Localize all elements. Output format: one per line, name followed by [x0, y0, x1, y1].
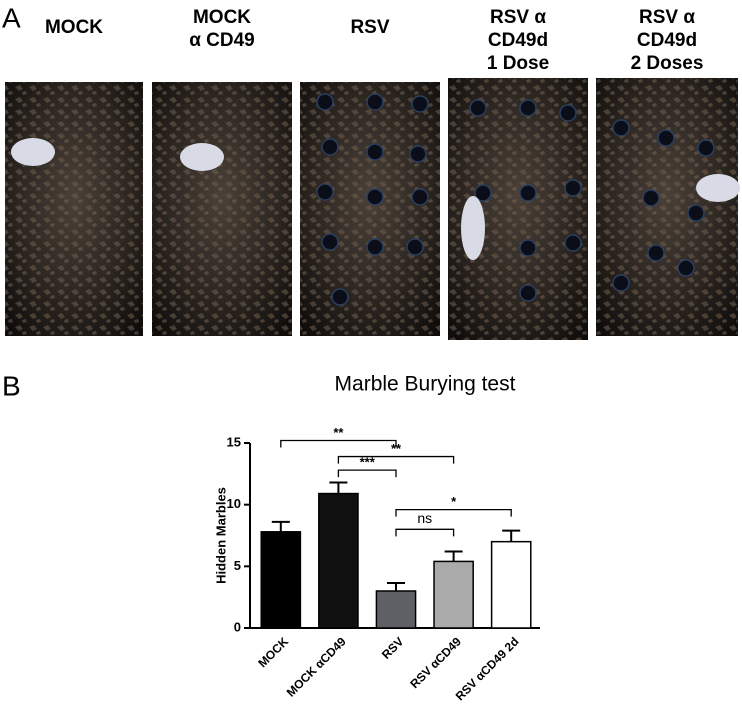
marble: [411, 95, 429, 113]
bar: [433, 560, 474, 629]
y-axis-label: Hidden Marbles: [213, 487, 228, 584]
significance-label: *: [451, 494, 457, 509]
significance-label: ***: [360, 455, 376, 470]
bar: [318, 492, 359, 629]
marble: [474, 184, 492, 202]
chart-title: Marble Burying test: [335, 373, 516, 396]
panel-letter: A: [2, 2, 21, 33]
significance-bracket: [337, 469, 397, 478]
marble: [321, 138, 339, 156]
photo-bedding: [300, 82, 440, 336]
x-tick-label: RSV: [379, 634, 406, 661]
panel-letter: B: [2, 370, 21, 401]
marble: [687, 204, 705, 222]
significance-bracket: [395, 528, 455, 537]
y-tick-label: 10: [227, 496, 241, 511]
y-tick-label: 5: [234, 558, 241, 573]
marble: [409, 145, 427, 163]
marble: [331, 288, 349, 306]
significance-bracket: [395, 508, 512, 517]
marble: [469, 99, 487, 117]
column-label: 1 Dose: [487, 53, 549, 74]
y-tick-label: 15: [227, 434, 241, 449]
mouse: [461, 196, 485, 260]
column-label: α CD49: [189, 30, 255, 51]
marble: [647, 244, 665, 262]
bar: [260, 531, 302, 629]
bar: [490, 540, 532, 629]
marble: [559, 104, 577, 122]
significance-label: **: [391, 441, 402, 456]
y-tick-label: 0: [234, 619, 241, 634]
marble: [519, 99, 537, 117]
marble: [697, 139, 715, 157]
significance-label: **: [333, 425, 344, 440]
marble: [366, 238, 384, 256]
marble: [677, 259, 695, 277]
column-label: RSV α: [490, 7, 546, 28]
marble: [366, 93, 384, 111]
marble: [642, 189, 660, 207]
column-label: MOCK: [193, 7, 251, 28]
marble: [657, 129, 675, 147]
column-label: RSV: [350, 17, 389, 38]
marble: [519, 184, 537, 202]
photo-bedding: [5, 82, 143, 336]
x-tick-label: MOCK αCD49: [284, 634, 349, 699]
photo-bedding: [596, 78, 738, 336]
marble: [564, 234, 582, 252]
bar: [375, 590, 417, 629]
mouse: [11, 138, 55, 166]
mouse: [180, 143, 224, 171]
significance-bracket: [280, 439, 397, 448]
column-label: 2 Doses: [631, 53, 704, 74]
marble: [406, 238, 424, 256]
marble: [612, 119, 630, 137]
marble: [316, 93, 334, 111]
column-label: CD49d: [488, 30, 548, 51]
photo-bedding: [152, 82, 292, 336]
marble: [366, 188, 384, 206]
x-tick-label: MOCK: [255, 634, 291, 670]
column-label: MOCK: [45, 17, 103, 38]
bar-chart: B Marble Burying test Hidden Marbles 0 5 10 15…: [2, 370, 540, 703]
marble: [519, 284, 537, 302]
marble: [612, 274, 630, 292]
marble: [321, 233, 339, 251]
x-tick-label: RSV αCD49: [407, 634, 464, 691]
significance-bracket: [337, 455, 455, 464]
column-label: CD49d: [637, 30, 697, 51]
marble: [316, 183, 334, 201]
column-label: RSV α: [639, 7, 695, 28]
mouse: [696, 174, 740, 202]
marble: [564, 179, 582, 197]
marble: [411, 188, 429, 206]
significance-label: ns: [417, 510, 432, 526]
marble: [519, 239, 537, 257]
marble: [366, 143, 384, 161]
